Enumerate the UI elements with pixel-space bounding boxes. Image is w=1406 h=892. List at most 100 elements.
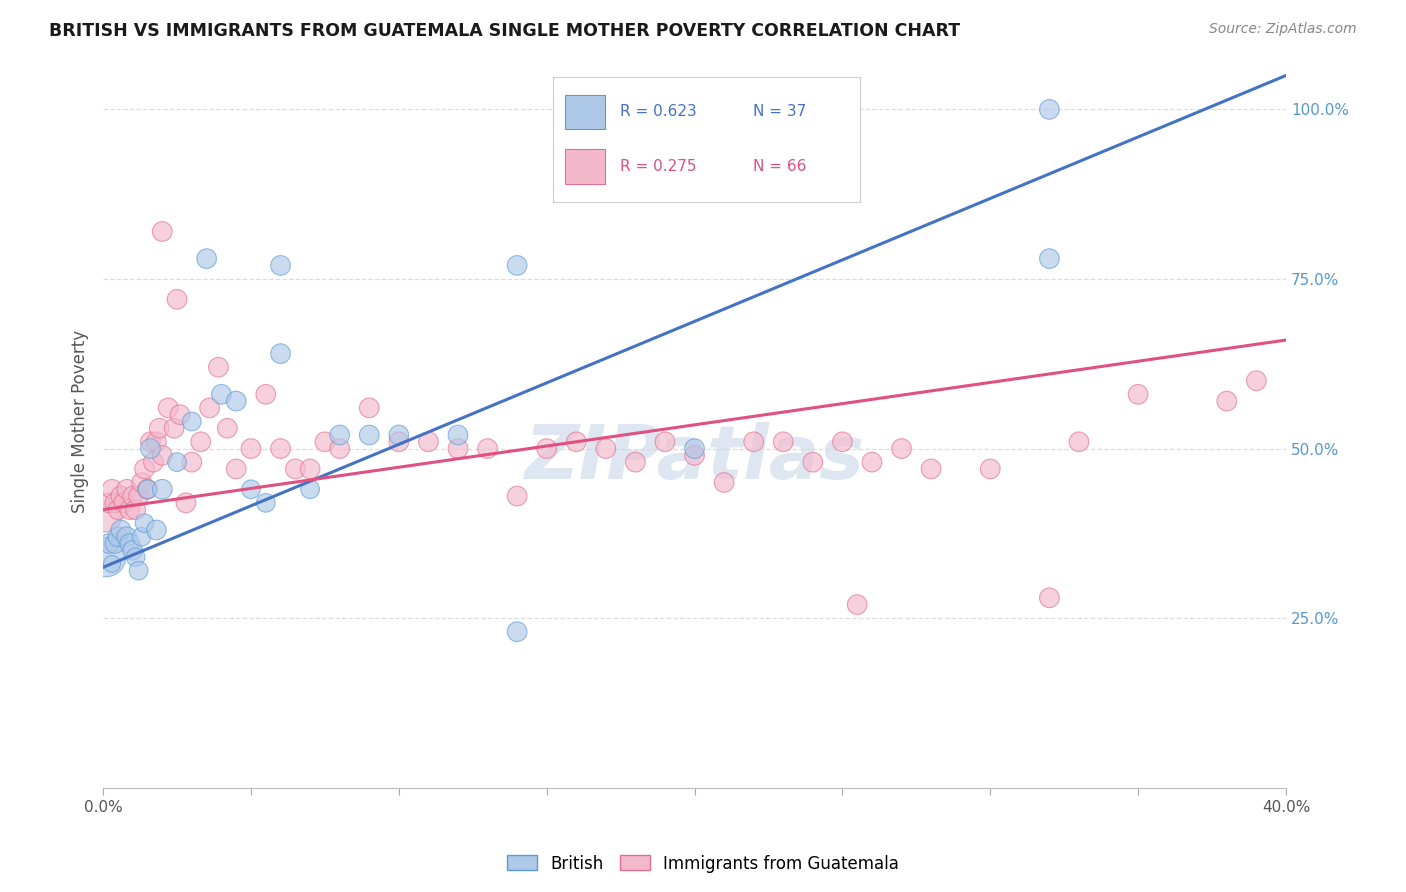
Point [506,259,529,273]
Point [299,483,322,497]
Point [772,434,794,449]
Point [359,401,381,415]
Point [115,483,138,497]
Point [314,434,336,449]
Point [121,543,143,558]
Point [209,387,232,401]
Point [890,442,912,456]
Point [801,455,824,469]
Point [1067,434,1090,449]
Point [128,564,150,578]
Point [110,523,132,537]
Point [124,550,146,565]
Legend: British, Immigrants from Guatemala: British, Immigrants from Guatemala [501,848,905,880]
Point [1246,374,1268,388]
Point [94,550,117,565]
Point [683,448,706,462]
Point [163,421,186,435]
Point [713,475,735,490]
Point [920,462,942,476]
Point [284,462,307,476]
Point [254,387,277,401]
Point [536,442,558,456]
Point [180,414,202,428]
Point [447,442,470,456]
Point [270,442,292,456]
Point [148,421,170,435]
Point [134,516,156,531]
Point [270,259,292,273]
Point [195,252,218,266]
Point [131,475,153,490]
Point [174,496,197,510]
Point [136,483,159,497]
Point [94,509,117,524]
Point [150,483,173,497]
Point [831,103,853,117]
Point [225,462,247,476]
Point [118,536,141,550]
Point [418,434,440,449]
Point [104,536,127,550]
Point [742,434,765,449]
Point [846,598,869,612]
Point [101,557,124,571]
Point [240,442,263,456]
Point [254,496,277,510]
Point [1038,103,1060,117]
Point [624,455,647,469]
Point [169,408,191,422]
Point [142,455,165,469]
Point [1038,252,1060,266]
Point [145,523,167,537]
Point [110,489,132,503]
Point [506,489,529,503]
Point [98,536,121,550]
Point [157,401,180,415]
Y-axis label: Single Mother Poverty: Single Mother Poverty [72,330,89,513]
Point [654,434,676,449]
Point [477,442,499,456]
Point [359,428,381,442]
Point [683,442,706,456]
Point [104,496,127,510]
Point [124,502,146,516]
Point [150,225,173,239]
Point [121,489,143,503]
Point [107,502,129,516]
Point [150,448,173,462]
Point [225,394,247,409]
Point [115,530,138,544]
Point [166,293,188,307]
Point [180,455,202,469]
Text: Source: ZipAtlas.com: Source: ZipAtlas.com [1209,22,1357,37]
Text: ZIPatlas: ZIPatlas [524,422,865,494]
Point [1038,591,1060,605]
Point [118,502,141,516]
Point [329,428,352,442]
Point [112,496,135,510]
Point [139,442,162,456]
Point [101,483,124,497]
Point [207,360,229,375]
Point [388,428,411,442]
Point [240,483,263,497]
Point [831,434,853,449]
Text: BRITISH VS IMMIGRANTS FROM GUATEMALA SINGLE MOTHER POVERTY CORRELATION CHART: BRITISH VS IMMIGRANTS FROM GUATEMALA SIN… [49,22,960,40]
Point [329,442,352,456]
Point [145,434,167,449]
Point [299,462,322,476]
Point [565,434,588,449]
Point [506,624,529,639]
Point [595,442,617,456]
Point [136,483,159,497]
Point [190,434,212,449]
Point [107,530,129,544]
Point [198,401,221,415]
Point [860,455,883,469]
Point [979,462,1001,476]
Point [166,455,188,469]
Point [98,496,121,510]
Point [131,530,153,544]
Point [217,421,239,435]
